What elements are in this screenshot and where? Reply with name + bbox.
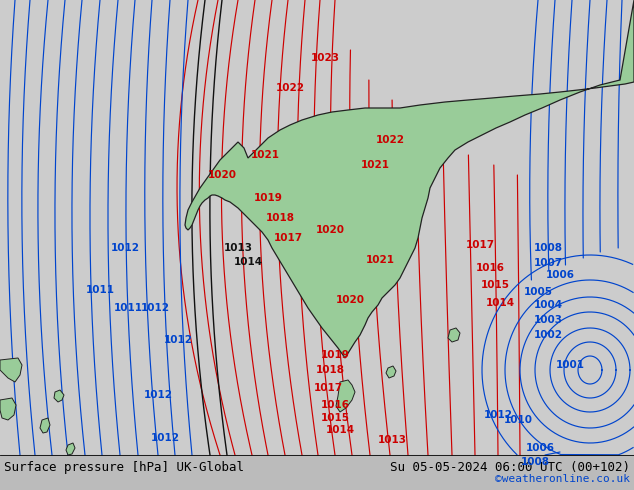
Text: 1012: 1012 — [150, 433, 179, 443]
Text: 1013: 1013 — [377, 435, 406, 445]
Text: 1004: 1004 — [533, 300, 562, 310]
Text: 1011: 1011 — [86, 285, 115, 295]
Polygon shape — [0, 358, 22, 382]
Text: 1020: 1020 — [335, 295, 365, 305]
Text: 1012: 1012 — [484, 410, 512, 420]
Text: 1014: 1014 — [325, 425, 354, 435]
Text: 1017: 1017 — [465, 240, 495, 250]
Text: 1001: 1001 — [555, 360, 585, 370]
Text: 1016: 1016 — [476, 263, 505, 273]
Text: 1003: 1003 — [533, 315, 562, 325]
Text: 1012: 1012 — [164, 335, 193, 345]
Text: ©weatheronline.co.uk: ©weatheronline.co.uk — [495, 474, 630, 484]
Text: 1007: 1007 — [533, 258, 562, 268]
Text: Su 05-05-2024 06:00 UTC (00+102): Su 05-05-2024 06:00 UTC (00+102) — [390, 461, 630, 473]
Polygon shape — [0, 398, 16, 420]
Text: 1014: 1014 — [233, 257, 262, 267]
Text: 1020: 1020 — [316, 225, 344, 235]
Polygon shape — [336, 380, 355, 412]
Text: 1021: 1021 — [250, 150, 280, 160]
Polygon shape — [40, 418, 50, 433]
Text: 1006: 1006 — [526, 443, 555, 453]
Text: 1018: 1018 — [266, 213, 295, 223]
Text: 1002: 1002 — [533, 330, 562, 340]
Text: 1013: 1013 — [224, 243, 252, 253]
Text: 1020: 1020 — [207, 170, 236, 180]
Text: 1019: 1019 — [321, 350, 349, 360]
Text: 1005: 1005 — [524, 287, 552, 297]
Text: 1016: 1016 — [321, 400, 349, 410]
Text: 1006: 1006 — [545, 270, 574, 280]
Text: 1012: 1012 — [110, 243, 139, 253]
Text: 1015: 1015 — [321, 413, 349, 423]
Text: 1017: 1017 — [273, 233, 302, 243]
Text: Surface pressure [hPa] UK-Global: Surface pressure [hPa] UK-Global — [4, 461, 244, 473]
Text: 1008: 1008 — [533, 243, 562, 253]
Text: 1012: 1012 — [143, 390, 172, 400]
Text: 1011: 1011 — [113, 303, 143, 313]
Text: 1018: 1018 — [316, 365, 344, 375]
Text: 1023: 1023 — [311, 53, 339, 63]
Text: 1022: 1022 — [276, 83, 304, 93]
Text: 1019: 1019 — [254, 193, 282, 203]
Text: 1010: 1010 — [503, 415, 533, 425]
Text: 1017: 1017 — [313, 383, 342, 393]
Text: 1022: 1022 — [375, 135, 404, 145]
Polygon shape — [185, 0, 634, 358]
Text: 1014: 1014 — [486, 298, 515, 308]
Polygon shape — [448, 328, 460, 342]
Polygon shape — [66, 443, 75, 455]
Text: 1008: 1008 — [521, 457, 550, 467]
Text: 1015: 1015 — [481, 280, 510, 290]
Polygon shape — [386, 366, 396, 378]
Polygon shape — [54, 390, 64, 402]
Text: 1012: 1012 — [141, 303, 169, 313]
Text: 1021: 1021 — [361, 160, 389, 170]
Text: 1021: 1021 — [365, 255, 394, 265]
